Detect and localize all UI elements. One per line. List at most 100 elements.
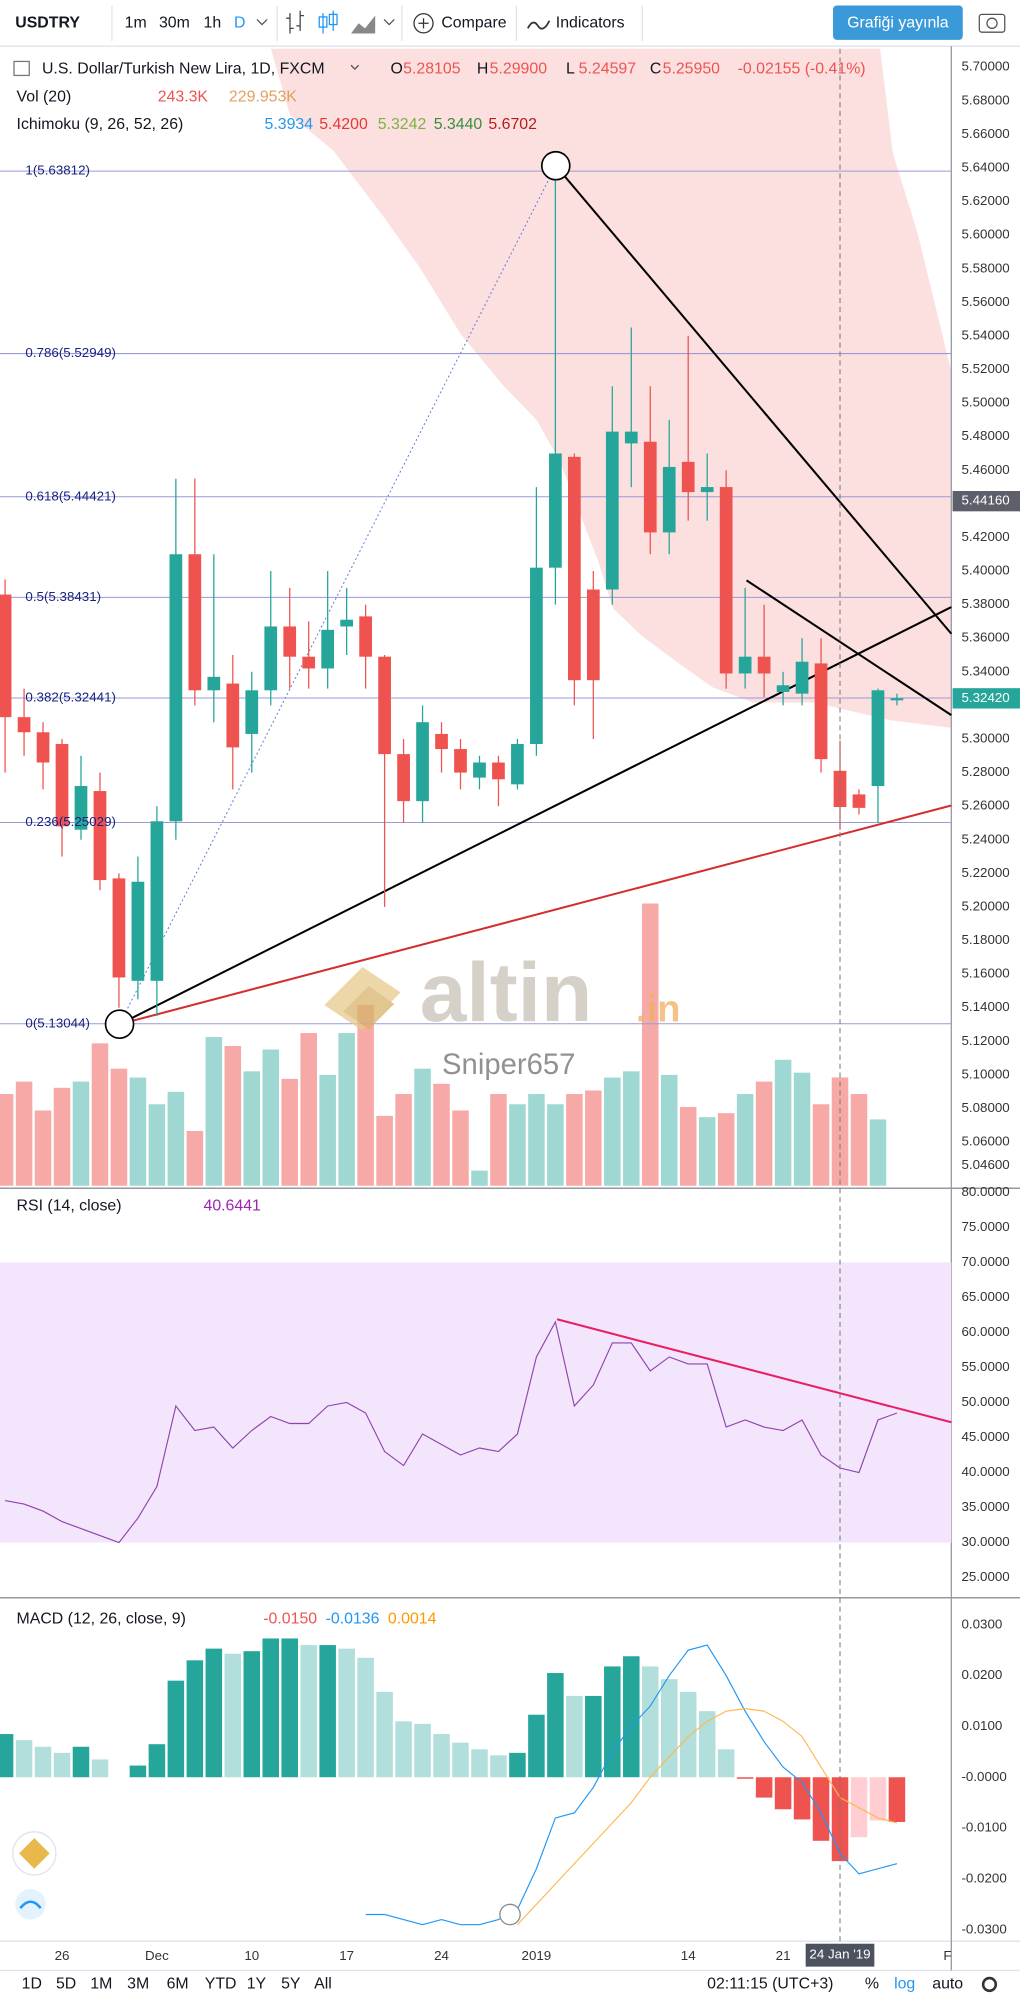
price-tag-label: 5.44160 [961, 493, 1009, 508]
range-button[interactable]: 6M [167, 1976, 189, 1993]
y-tick-label: 0.0100 [961, 1718, 1002, 1733]
candle-body [207, 676, 221, 691]
volume-bar [72, 1081, 90, 1186]
log-toggle[interactable]: log [894, 1976, 915, 1993]
macd-bar [888, 1777, 906, 1822]
interval-button[interactable]: 1h [203, 14, 221, 31]
macd-bar [774, 1777, 792, 1810]
macd-line [517, 1708, 898, 1926]
ichimoku-value: 5.3440 [434, 116, 483, 133]
menu-icon[interactable] [13, 60, 30, 77]
watermark-suffix: .in [636, 988, 681, 1031]
y-tick-label: -0.0300 [961, 1921, 1006, 1936]
y-tick-label: 75.0000 [961, 1219, 1009, 1234]
x-tick-label: 2019 [522, 1948, 552, 1963]
compare-icon[interactable] [413, 13, 434, 34]
volume-bar [623, 1071, 640, 1186]
interval-button[interactable]: D [234, 14, 245, 31]
y-tick-label: 40.0000 [961, 1464, 1009, 1479]
range-button[interactable]: All [314, 1976, 332, 1993]
x-tick-label: 24 [434, 1948, 449, 1963]
legend: U.S. Dollar/Turkish New Lira, 1D, FXCM -… [13, 60, 866, 1628]
y-tick-label: 5.42000 [961, 529, 1009, 544]
y-tick-label: 5.18000 [961, 932, 1009, 947]
y-tick-label: 5.28000 [961, 764, 1009, 779]
fib-label: 0.236(5.25029) [25, 814, 116, 829]
range-button[interactable]: YTD [205, 1976, 237, 1993]
candle-body [93, 791, 107, 881]
indicators-button[interactable]: Indicators [556, 14, 625, 31]
interval-button[interactable]: 30m [159, 14, 190, 31]
candle-body [283, 626, 297, 657]
candle-body [549, 453, 562, 568]
plot-area [0, 150, 953, 1926]
ohlc-value: 5.28105 [403, 60, 461, 77]
macd-bar [376, 1691, 393, 1778]
candle-body [36, 732, 50, 763]
area-icon[interactable] [351, 15, 376, 34]
y-tick-label: 25.0000 [961, 1569, 1009, 1584]
y-tick-label: 5.14000 [961, 999, 1009, 1014]
candle-body [757, 656, 771, 674]
chevron[interactable] [256, 19, 268, 26]
macd-title: MACD (12, 26, close, 9) [17, 1611, 186, 1628]
candle-body [795, 661, 809, 694]
volume-bar [774, 1059, 792, 1186]
y-tick-label: 5.08000 [961, 1100, 1009, 1115]
macd-bar [490, 1755, 507, 1778]
volume-bar [0, 1094, 14, 1186]
candle-body [624, 431, 638, 444]
publish-button[interactable] [833, 5, 963, 40]
price-tag [952, 688, 1020, 709]
y-tick-label: 50.0000 [961, 1394, 1009, 1409]
volume-bar [509, 1104, 526, 1186]
y-tick-label: 5.64000 [961, 159, 1009, 174]
indicators-icon[interactable] [527, 20, 551, 30]
candle-body [814, 663, 828, 760]
candle-body [435, 733, 448, 750]
range-button[interactable]: 3M [127, 1976, 149, 1993]
range-button[interactable]: 1D [22, 1976, 42, 1993]
range-button[interactable]: 1M [90, 1976, 112, 1993]
symbol[interactable]: USDTRY [15, 14, 80, 31]
volume-title: Vol (20) [17, 88, 72, 105]
trend-line [119, 804, 952, 1026]
camera-icon[interactable] [978, 13, 1006, 33]
candle-body [302, 656, 316, 669]
range-button[interactable]: 5Y [281, 1976, 301, 1993]
interval-button[interactable]: 1m [125, 14, 147, 31]
y-tick-label: 5.70000 [961, 59, 1009, 74]
y-tick-label: 5.40000 [961, 563, 1009, 578]
volume-bar [547, 1104, 564, 1186]
auto-toggle[interactable]: auto [932, 1976, 963, 1993]
macd-bar [395, 1721, 412, 1778]
macd-bar [433, 1734, 450, 1778]
volume-bar [338, 1033, 355, 1186]
rsi-trend-line [556, 1318, 952, 1424]
clock: 02:11:15 (UTC+3) [707, 1976, 833, 1993]
range-button[interactable]: 5D [56, 1976, 76, 1993]
candles-icon[interactable] [318, 16, 328, 28]
candle-body [719, 487, 733, 674]
publish-label[interactable]: Grafiği yayınla [847, 14, 949, 31]
macd-bar [224, 1653, 242, 1778]
y-tick-label: 35.0000 [961, 1499, 1009, 1514]
macd-bar [338, 1648, 355, 1778]
volume-bar [414, 1068, 431, 1186]
candle-body [264, 626, 278, 691]
range-button[interactable]: 1Y [247, 1976, 267, 1993]
ohlc-key: L [566, 60, 575, 77]
compare-button[interactable]: Compare [441, 14, 506, 31]
y-tick-label: -0.0000 [961, 1769, 1006, 1784]
percent-toggle[interactable]: % [865, 1976, 879, 1993]
volume-bar [585, 1090, 602, 1186]
fib-diagonal [119, 165, 557, 1025]
bars-icon[interactable] [286, 10, 304, 34]
ohlc-key: H [477, 60, 488, 77]
volume-bar [243, 1071, 261, 1186]
y-tick-label: -0.0100 [961, 1820, 1006, 1835]
macd-bar [186, 1660, 204, 1778]
macd-bar [641, 1666, 659, 1778]
settings-icon[interactable] [981, 1976, 998, 1993]
